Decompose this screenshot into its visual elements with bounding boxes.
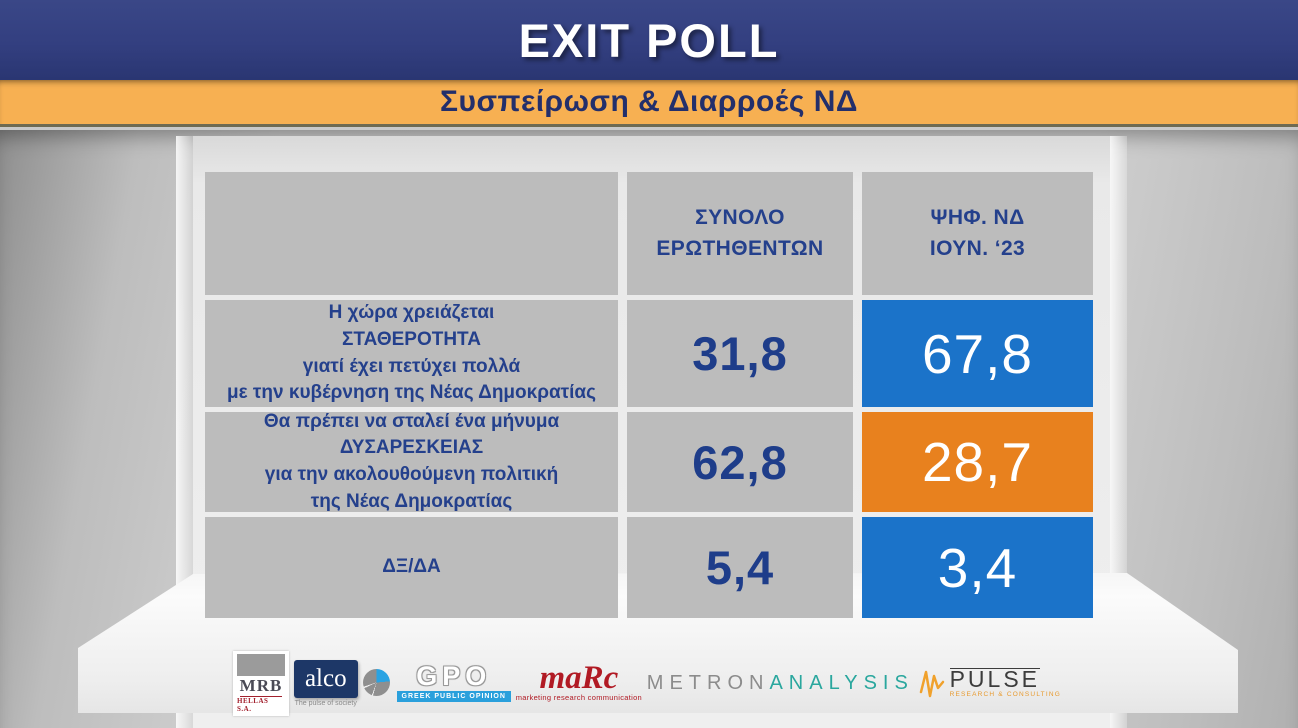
value-dk-na-total: 5,4 bbox=[627, 517, 853, 618]
pulse-waveform-icon bbox=[919, 670, 944, 698]
column-header-total: ΣΥΝΟΛΟ ΕΡΩΤΗΘΕΝΤΩΝ bbox=[627, 172, 853, 295]
gpo-pie-chart-icon bbox=[362, 669, 390, 697]
page-title: EXIT POLL bbox=[518, 13, 780, 67]
marc-logo: maRc marketing research communication bbox=[515, 660, 643, 702]
poll-results-table: ΣΥΝΟΛΟ ΕΡΩΤΗΘΕΝΤΩΝ ΨΗΦ. ΝΔ ΙΟΥΝ. ‘23 Η χ… bbox=[205, 172, 1093, 618]
mrb-logo: MRB HELLAS S.A. bbox=[233, 650, 289, 716]
page-subtitle: Συσπείρωση & Διαρροές ΝΔ bbox=[440, 85, 858, 118]
mrb-logo-block bbox=[237, 653, 285, 676]
pollster-logos-strip: MRB HELLAS S.A. alco The pulse of societ… bbox=[233, 650, 1061, 716]
value-displeasure-nd: 28,7 bbox=[862, 412, 1093, 512]
alco-logo: alco The pulse of society bbox=[293, 659, 358, 707]
row-label-stability: Η χώρα χρειάζεται ΣΤΑΘΕΡΟΤΗΤΑ γιατί έχει… bbox=[205, 300, 618, 407]
subtitle-band: Συσπείρωση & Διαρροές ΝΔ bbox=[0, 80, 1298, 127]
value-stability-nd: 67,8 bbox=[862, 300, 1093, 407]
value-stability-total: 31,8 bbox=[627, 300, 853, 407]
value-displeasure-total: 62,8 bbox=[627, 412, 853, 512]
table-corner-cell bbox=[205, 172, 618, 295]
alco-logo-box: alco bbox=[293, 659, 358, 698]
pulse-logo: PULSE RESEARCH & CONSULTING bbox=[919, 666, 1061, 700]
value-dk-na-nd: 3,4 bbox=[862, 517, 1093, 618]
metron-analysis-logo: METRON ANALYSIS bbox=[646, 671, 914, 694]
gpo-logo: GPO GREEK PUBLIC OPINION bbox=[362, 663, 511, 702]
title-band: EXIT POLL bbox=[0, 0, 1298, 80]
row-label-dk-na: ΔΞ/ΔΑ bbox=[205, 517, 618, 618]
row-label-displeasure: Θα πρέπει να σταλεί ένα μήνυμα ΔΥΣΑΡΕΣΚΕ… bbox=[205, 411, 618, 512]
column-header-nd-voters: ΨΗΦ. ΝΔ ΙΟΥΝ. ‘23 bbox=[862, 172, 1093, 295]
